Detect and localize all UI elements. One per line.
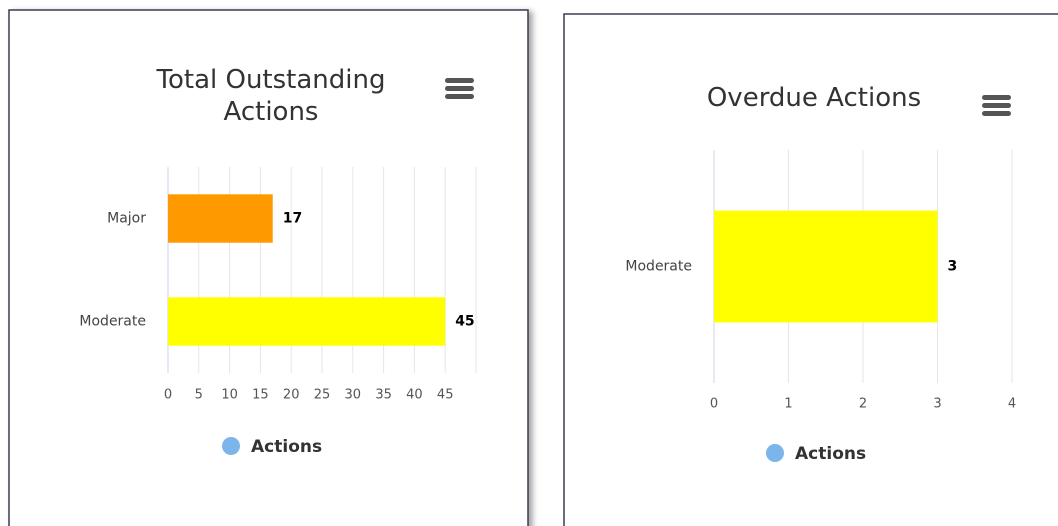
bar: [168, 297, 446, 346]
x-tick-label: 2: [859, 397, 867, 412]
data-label: 3: [948, 259, 958, 275]
y-tick-label: Moderate: [79, 314, 146, 330]
x-tick-label: 3: [933, 397, 941, 412]
bar: [714, 210, 938, 323]
legend-symbol: [766, 444, 784, 462]
x-tick-label: 35: [375, 388, 392, 403]
x-tick-label: 30: [345, 388, 362, 403]
menu-bar[interactable]: [982, 103, 1011, 108]
x-tick-label: 0: [710, 397, 718, 412]
data-label: 45: [455, 314, 474, 330]
x-tick-label: 1: [784, 397, 792, 412]
legend-label: Actions: [251, 437, 322, 457]
x-tick-label: 40: [406, 388, 423, 403]
bar: [168, 194, 273, 243]
legend-symbol: [222, 437, 240, 455]
chart-title: Total Outstanding Actions: [156, 65, 386, 127]
menu-bar[interactable]: [982, 95, 1011, 100]
x-tick-label: 45: [437, 388, 454, 403]
menu-icon[interactable]: [982, 95, 1011, 116]
menu-bar[interactable]: [445, 78, 474, 83]
y-tick-label: Major: [107, 211, 146, 227]
x-tick-label: 20: [283, 388, 300, 403]
x-tick-label: 15: [252, 388, 269, 403]
title-box: Overdue Actions: [706, 83, 922, 113]
x-tick-label: 0: [164, 388, 172, 403]
x-tick-label: 4: [1008, 397, 1016, 412]
x-tick-label: 10: [221, 388, 238, 403]
menu-icon[interactable]: [445, 78, 474, 99]
panel: [8, 9, 529, 526]
menu-bar[interactable]: [445, 94, 474, 99]
x-tick-label: 5: [195, 388, 203, 403]
chart-title: Overdue Actions: [706, 83, 922, 113]
menu-bar[interactable]: [445, 86, 474, 91]
menu-bar[interactable]: [982, 111, 1011, 116]
x-tick-label: 25: [314, 388, 331, 403]
title-box: Total Outstanding Actions: [156, 65, 386, 127]
data-label: 17: [283, 211, 302, 227]
y-tick-label: Moderate: [625, 259, 692, 275]
legend-label: Actions: [795, 444, 866, 464]
